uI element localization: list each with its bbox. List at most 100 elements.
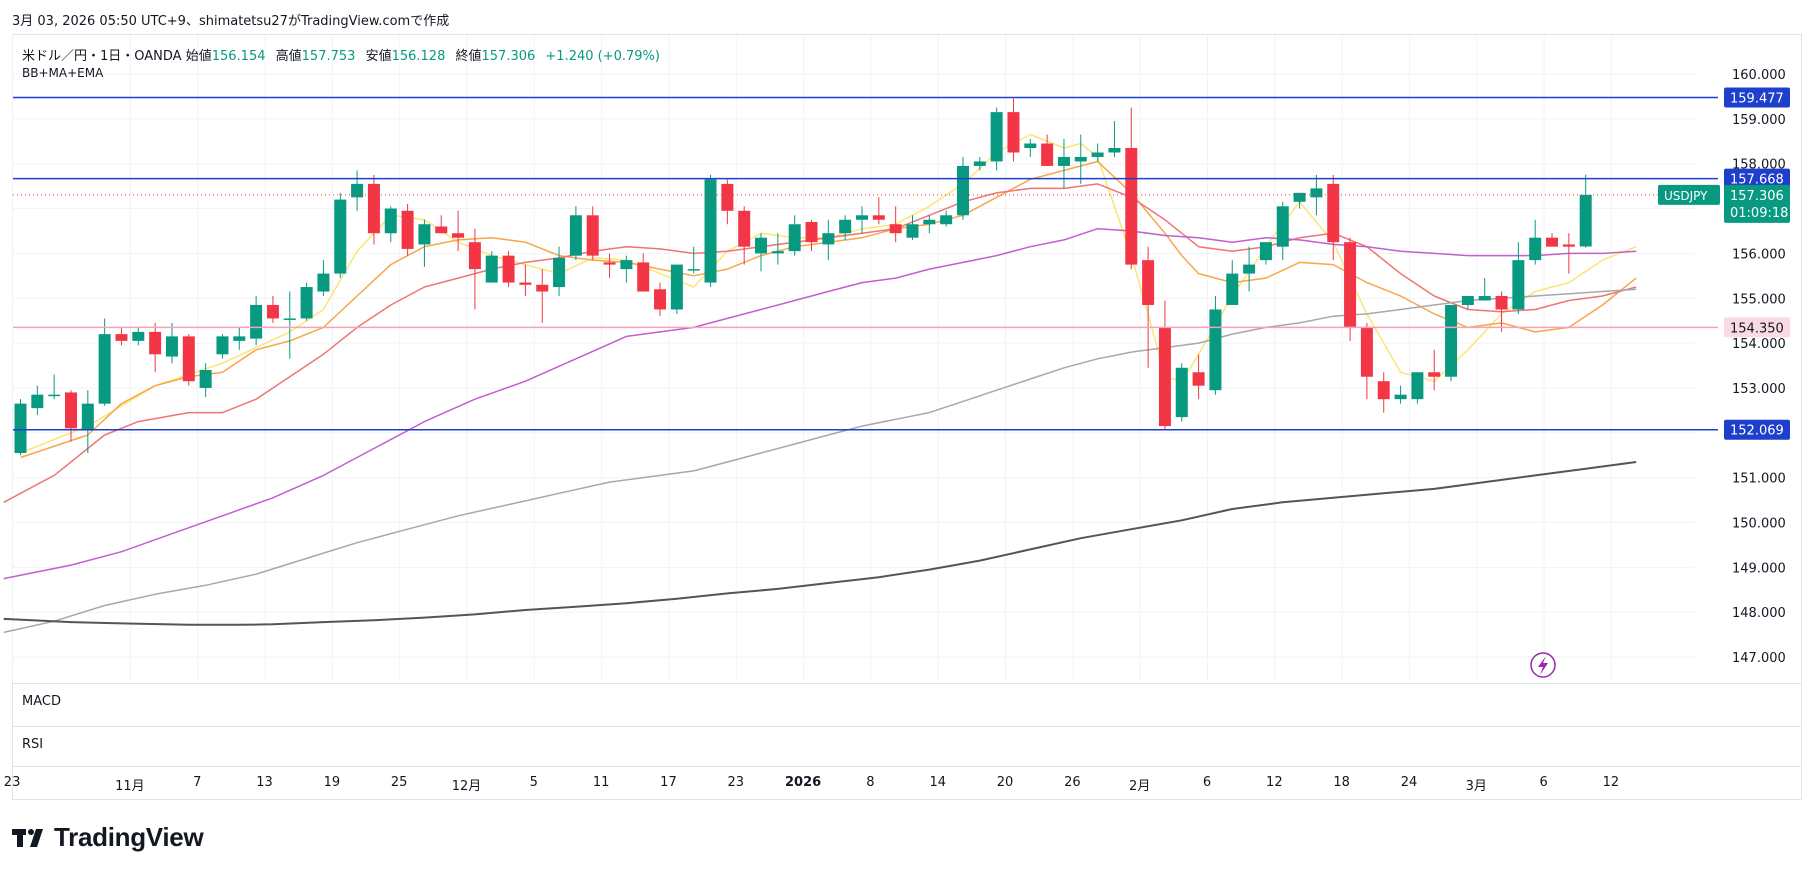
candle-up bbox=[923, 219, 936, 225]
indicator-line bbox=[3, 227, 1637, 580]
candle-down bbox=[1546, 237, 1559, 247]
candle-up bbox=[553, 257, 566, 288]
candle-down bbox=[1041, 143, 1054, 166]
change-value: +1.240 (+0.79%) bbox=[545, 49, 660, 64]
candle-up bbox=[856, 215, 868, 220]
y-tick-label: 160.000 bbox=[1732, 68, 1786, 83]
candle-up bbox=[1057, 156, 1070, 166]
x-tick-label: 2月 bbox=[1129, 779, 1151, 794]
open-value: 156.154 bbox=[211, 49, 266, 64]
candle-down bbox=[452, 233, 465, 238]
candle-down bbox=[805, 222, 818, 243]
tv-logo-icon bbox=[12, 828, 43, 847]
candle-up bbox=[334, 199, 347, 274]
candle-down bbox=[519, 282, 532, 285]
candle-down bbox=[1428, 372, 1441, 377]
x-tick-label: 18 bbox=[1333, 775, 1350, 790]
candle-down bbox=[1495, 296, 1508, 310]
tv-logo-text: TradingView bbox=[54, 822, 204, 852]
candle-down bbox=[1007, 112, 1020, 153]
price-line-label-bg bbox=[1724, 87, 1790, 108]
x-tick-label: 3月 bbox=[1465, 779, 1487, 794]
indicator-label[interactable]: BB+MA+EMA bbox=[22, 66, 104, 80]
y-tick-label: 148.000 bbox=[1732, 606, 1786, 621]
last-price-tag: 157.306 bbox=[1730, 189, 1784, 204]
x-tick-label: 19 bbox=[323, 775, 341, 790]
x-tick-label: 8 bbox=[866, 775, 875, 790]
x-tick-label: 26 bbox=[1064, 775, 1081, 790]
symbol-name[interactable]: 米ドル／円・1日・OANDA bbox=[22, 49, 182, 64]
candle-up bbox=[569, 215, 582, 256]
candle-down bbox=[603, 262, 616, 265]
horizontal-lines bbox=[13, 96, 1718, 431]
y-tick-label: 150.000 bbox=[1732, 517, 1786, 532]
x-tick-label: 12 bbox=[1602, 775, 1620, 790]
price-axis: 147.000 148.000 149.000 150.000 151.000 152.0… bbox=[1658, 68, 1790, 666]
candle-up bbox=[956, 165, 969, 216]
candle-up bbox=[199, 370, 212, 388]
macd-pane-label[interactable]: MACD bbox=[22, 694, 61, 709]
candle-down bbox=[1192, 372, 1205, 386]
candle-up bbox=[704, 179, 717, 283]
candle-up bbox=[755, 237, 768, 254]
lightning-icon[interactable] bbox=[1530, 652, 1556, 678]
y-tick-label: 159.000 bbox=[1732, 113, 1786, 128]
candle-down bbox=[586, 215, 599, 256]
candle-up bbox=[687, 269, 700, 271]
candle-down bbox=[1125, 148, 1138, 265]
candle-down bbox=[1344, 242, 1357, 328]
main-pane-divider[interactable] bbox=[12, 683, 1802, 684]
close-value: 157.306 bbox=[481, 49, 536, 64]
candle-up bbox=[1091, 152, 1104, 157]
candle-down bbox=[367, 183, 380, 234]
candle-up bbox=[1243, 264, 1256, 274]
candle-down bbox=[637, 262, 650, 292]
y-tick-label: 154.000 bbox=[1732, 337, 1786, 352]
candle-up bbox=[1478, 296, 1491, 301]
x-tick-label: 25 bbox=[390, 775, 408, 790]
low-label: 安値 bbox=[365, 49, 392, 64]
x-tick-label: 12月 bbox=[451, 779, 482, 794]
candle-up bbox=[300, 287, 313, 319]
x-tick-label: 17 bbox=[660, 775, 677, 790]
indicator-line bbox=[3, 461, 1637, 626]
candle-up bbox=[1411, 372, 1424, 400]
open-label: 始値 bbox=[185, 49, 212, 64]
high-label: 高値 bbox=[275, 49, 302, 64]
price-line-label: 157.668 bbox=[1730, 173, 1784, 188]
candle-down bbox=[536, 284, 549, 292]
low-value: 156.128 bbox=[391, 49, 446, 64]
candle-down bbox=[266, 304, 279, 319]
close-label: 終値 bbox=[455, 49, 482, 64]
candle-down bbox=[149, 331, 162, 355]
rsi-pane-label[interactable]: RSI bbox=[22, 737, 44, 752]
candle-up bbox=[1074, 156, 1087, 162]
macd-pane-divider[interactable] bbox=[12, 726, 1802, 727]
candle-up bbox=[48, 394, 61, 397]
candle-up bbox=[31, 394, 44, 409]
candle-up bbox=[1108, 148, 1121, 153]
candle-up bbox=[14, 403, 27, 453]
candle-up bbox=[1461, 296, 1474, 305]
bar-countdown: 01:09:18 bbox=[1730, 206, 1788, 221]
candle-down bbox=[1360, 327, 1373, 377]
x-tick-label: 24 bbox=[1400, 775, 1418, 790]
indicator-line bbox=[3, 288, 1637, 634]
x-tick-label: 5 bbox=[529, 775, 538, 790]
symbol-tag: USDJPY bbox=[1664, 189, 1708, 203]
x-tick-label: 13 bbox=[256, 775, 273, 790]
candle-up bbox=[165, 336, 178, 357]
candle-up bbox=[940, 215, 953, 225]
candle-down bbox=[889, 224, 902, 234]
tradingview-logo[interactable]: TradingView bbox=[12, 822, 204, 853]
indicator-line bbox=[20, 133, 1637, 454]
candle-up bbox=[1293, 192, 1306, 202]
high-value: 157.753 bbox=[301, 49, 356, 64]
candle-up bbox=[1175, 367, 1188, 418]
candle-down bbox=[1562, 244, 1575, 247]
indicator-line bbox=[20, 160, 1637, 459]
symbol-legend: 米ドル／円・1日・OANDA 始値156.154 高値157.753 安値156… bbox=[22, 45, 660, 64]
candle-up bbox=[1024, 143, 1037, 149]
candle-up bbox=[132, 331, 145, 341]
